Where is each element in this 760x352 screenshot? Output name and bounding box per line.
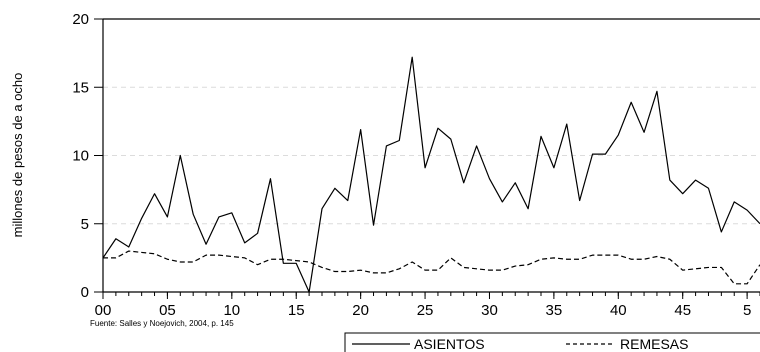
y-tick-label: 0 — [81, 284, 89, 301]
x-tick-label: 20 — [352, 302, 369, 319]
series-lines — [102, 56, 760, 293]
series-line-asientos — [102, 56, 760, 293]
y-axis-label: millones de pesos de a ocho — [10, 73, 25, 238]
x-tick-label: 25 — [417, 302, 434, 319]
legend-label-asientos: ASIENTOS — [414, 336, 485, 352]
y-tick-label: 10 — [72, 148, 89, 165]
series-line-remesas — [103, 250, 760, 285]
x-tick-label: 05 — [159, 302, 176, 319]
x-tick-label: 45 — [674, 302, 691, 319]
x-tick-label: 40 — [610, 302, 627, 319]
y-tick-label: 15 — [72, 79, 89, 96]
x-tick-label: 30 — [481, 302, 498, 319]
source-note: Fuente: Salles y Noejovich, 2004, p. 145 — [90, 319, 234, 328]
x-tick-label: 5 — [743, 302, 751, 319]
y-tick-label: 20 — [72, 11, 89, 28]
x-tick-label: 10 — [223, 302, 240, 319]
legend: ASIENTOS REMESAS — [344, 332, 760, 352]
legend-label-remesas: REMESAS — [620, 336, 688, 352]
x-tick-label: 35 — [546, 302, 563, 319]
legend-box — [344, 332, 760, 352]
y-tick-label: 5 — [81, 216, 89, 233]
x-tick-label: 00 — [95, 302, 112, 319]
gridlines — [103, 86, 760, 225]
x-tick-label: 15 — [288, 302, 305, 319]
